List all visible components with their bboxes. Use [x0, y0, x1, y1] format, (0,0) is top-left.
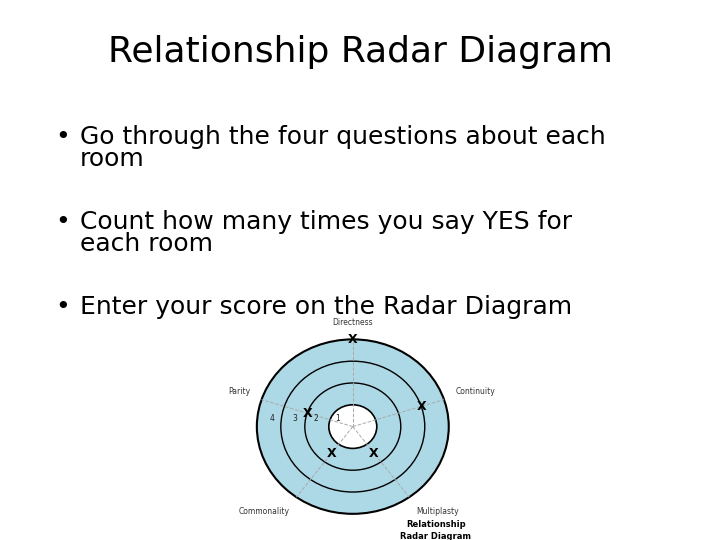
Text: Radar Diagram: Radar Diagram [400, 532, 471, 540]
Text: X: X [348, 333, 358, 346]
Text: X: X [327, 447, 336, 460]
Text: 3: 3 [292, 414, 297, 423]
Text: Go through the four questions about each: Go through the four questions about each [80, 125, 606, 149]
Text: 1: 1 [336, 414, 341, 423]
Text: room: room [80, 147, 145, 171]
Text: X: X [302, 407, 312, 420]
Text: Commonality: Commonality [238, 507, 289, 516]
Text: Count how many times you say YES for: Count how many times you say YES for [80, 210, 572, 234]
Text: •: • [55, 210, 70, 234]
Ellipse shape [305, 383, 401, 470]
Text: Enter your score on the Radar Diagram: Enter your score on the Radar Diagram [80, 295, 572, 319]
Text: Parity: Parity [228, 387, 250, 396]
Text: Directness: Directness [333, 319, 373, 327]
Text: Multiplasty: Multiplasty [416, 507, 459, 516]
Text: X: X [416, 400, 426, 413]
Ellipse shape [329, 405, 377, 448]
Text: X: X [369, 447, 379, 460]
Text: Relationship Radar Diagram: Relationship Radar Diagram [107, 35, 613, 69]
Text: •: • [55, 295, 70, 319]
Text: Continuity: Continuity [456, 387, 495, 396]
Text: 2: 2 [314, 414, 318, 423]
Ellipse shape [281, 361, 425, 492]
Text: •: • [55, 125, 70, 149]
Text: each room: each room [80, 232, 213, 256]
Ellipse shape [257, 339, 449, 514]
Text: Relationship: Relationship [406, 521, 466, 529]
Text: 4: 4 [270, 414, 275, 423]
